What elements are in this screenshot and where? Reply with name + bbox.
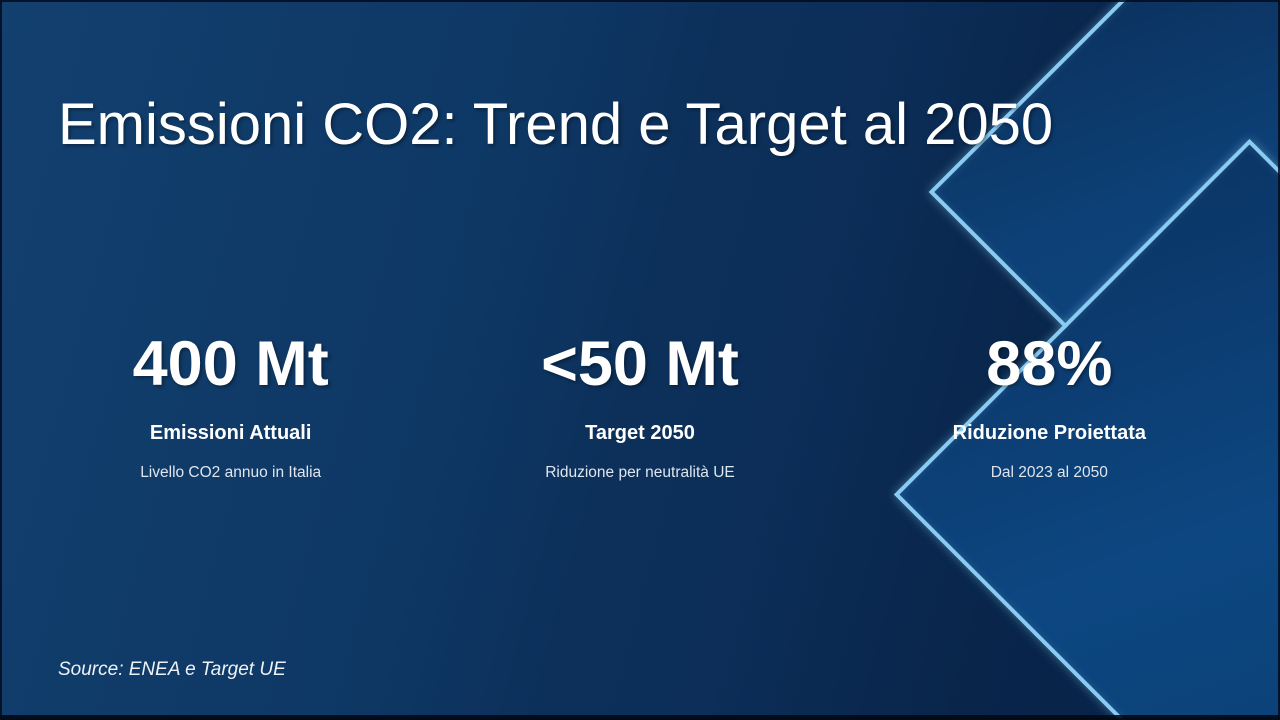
stat-description: Livello CO2 annuo in Italia	[140, 464, 322, 481]
stat-label: Emissioni Attuali	[149, 422, 312, 444]
stat-card-emissioni-attuali: 400 Mt Emissioni Attuali Livello CO2 ann…	[26, 333, 435, 482]
stat-card-riduzione-proiettata: 88% Riduzione Proiettata Dal 2023 al 205…	[845, 333, 1254, 482]
stat-description: Dal 2023 al 2050	[990, 464, 1108, 481]
stat-description: Riduzione per neutralità UE	[545, 464, 735, 481]
stat-value: <50 Mt	[541, 329, 739, 399]
slide-title: Emissioni CO2: Trend e Target al 2050	[58, 91, 1054, 157]
stat-label: Riduzione Proiettata	[952, 422, 1146, 444]
source-note: Source: ENEA e Target UE	[58, 659, 286, 680]
stat-value: 88%	[986, 329, 1113, 399]
stat-card-target-2050: <50 Mt Target 2050 Riduzione per neutral…	[435, 333, 844, 482]
stat-value: 400 Mt	[132, 329, 329, 399]
stats-row: 400 Mt Emissioni Attuali Livello CO2 ann…	[26, 333, 1254, 482]
stat-label: Target 2050	[585, 422, 695, 444]
